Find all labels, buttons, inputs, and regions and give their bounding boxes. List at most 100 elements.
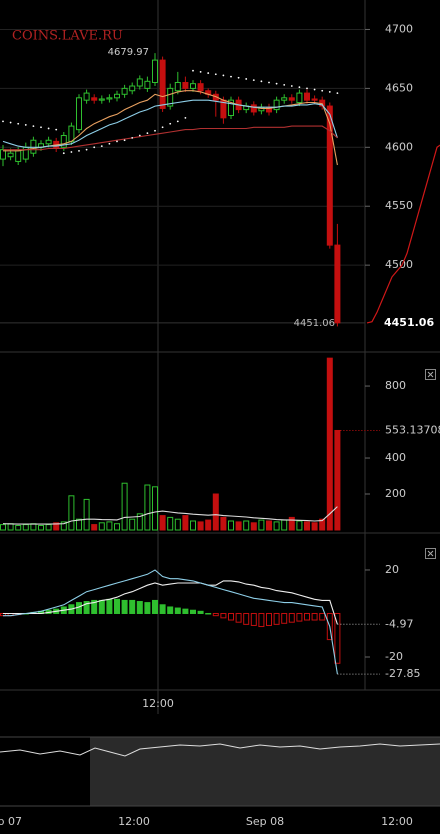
volume-bar — [250, 522, 257, 531]
close-button[interactable] — [425, 369, 436, 380]
y-tick-label: 400 — [385, 451, 406, 464]
histogram-bar — [212, 612, 219, 617]
last-price-axis-label: 4451.06 — [384, 316, 434, 329]
candle-body — [228, 99, 234, 116]
sar-dot — [336, 92, 339, 94]
candle-body — [326, 105, 333, 246]
last-value-label: -27.85 — [385, 667, 420, 680]
volume-bar — [38, 525, 44, 531]
volume-bar — [45, 524, 52, 531]
candle-body — [136, 78, 143, 87]
histogram-bar — [174, 607, 181, 614]
candle-body — [144, 80, 151, 89]
volume-bar — [235, 521, 242, 531]
sar-dot — [138, 134, 141, 137]
histogram-bar — [228, 612, 234, 621]
volume-bar — [228, 520, 234, 531]
candle-body — [190, 83, 196, 89]
sar-dot — [85, 148, 88, 151]
histogram-bar — [220, 612, 227, 619]
candle-body — [159, 59, 166, 109]
sar-dot — [306, 87, 308, 90]
histogram-bar — [144, 602, 151, 614]
last-price-label: 4451.06 — [294, 318, 335, 329]
sar-dot — [222, 74, 225, 77]
candle-body — [98, 98, 105, 101]
time-label: 12:00 — [142, 697, 174, 710]
sar-dot — [123, 139, 126, 142]
volume-bar — [144, 484, 151, 531]
candle-body — [7, 152, 14, 158]
sar-dot — [237, 76, 240, 79]
histogram-bar — [182, 608, 189, 614]
candle-body — [91, 97, 98, 101]
sar-dot — [40, 126, 42, 129]
sar-dot — [131, 136, 134, 139]
sar-dot — [214, 73, 217, 76]
volume-bar — [15, 525, 22, 531]
volume-average — [2, 506, 338, 525]
volume-bar — [273, 521, 280, 531]
volume-bar — [76, 518, 82, 531]
volume-bar — [258, 519, 265, 531]
sar-dot — [2, 120, 4, 123]
candle-body — [121, 87, 128, 95]
candle-body — [60, 135, 67, 148]
y-tick-label: -20 — [385, 650, 403, 663]
volume-bar — [243, 520, 250, 531]
sar-dot — [17, 122, 20, 125]
volume-bar — [326, 357, 333, 531]
sar-dot — [154, 129, 156, 132]
last-volume-label: 553.13708 — [385, 423, 440, 436]
sar-dot — [230, 75, 232, 78]
volume-bar — [22, 524, 29, 531]
sar-dot — [100, 145, 103, 148]
sar-dot — [283, 83, 286, 86]
volume-bar — [159, 515, 166, 531]
candle-body — [296, 92, 303, 104]
volume-bar — [106, 521, 113, 531]
volume-bar — [281, 519, 288, 531]
candle-body — [311, 98, 318, 101]
volume-bar — [311, 522, 318, 531]
volume-panel — [0, 357, 341, 531]
y-tick-label: 4700 — [385, 22, 413, 35]
volume-bar — [53, 522, 60, 531]
histogram-bar — [311, 612, 318, 621]
histogram-bar — [83, 601, 90, 614]
histogram-bar — [98, 599, 105, 614]
sar-dot — [55, 128, 58, 131]
sar-dot — [275, 82, 278, 85]
y-tick-label: 200 — [385, 487, 406, 500]
volume-bar — [266, 520, 272, 531]
y-tick-label: 4550 — [385, 199, 413, 212]
sar-dot — [313, 88, 316, 91]
volume-bar — [167, 516, 174, 531]
volume-bar — [319, 518, 326, 531]
sar-dot — [32, 125, 35, 127]
volume-bar — [91, 524, 98, 531]
close-button[interactable] — [425, 548, 436, 559]
sar-dot — [199, 70, 202, 73]
volume-bar — [68, 495, 75, 531]
histogram-bar — [273, 612, 280, 625]
moving-average — [2, 99, 338, 148]
histogram-bar — [296, 612, 303, 622]
histogram-bar — [114, 598, 120, 614]
volume-bar — [0, 524, 6, 531]
candle-body — [174, 81, 181, 92]
moving-average — [3, 125, 338, 151]
histogram-bar — [235, 612, 242, 623]
histogram-bar — [281, 612, 288, 624]
sar-dot — [70, 151, 73, 153]
candle-body — [250, 104, 257, 113]
histogram-bar — [304, 612, 310, 621]
volume-bar — [136, 513, 143, 531]
sar-dot — [62, 152, 65, 155]
navigator[interactable] — [0, 736, 440, 807]
volume-bar — [334, 429, 341, 531]
histogram-bar — [243, 612, 250, 625]
histogram-bar — [250, 612, 257, 626]
candle-body — [152, 59, 158, 83]
